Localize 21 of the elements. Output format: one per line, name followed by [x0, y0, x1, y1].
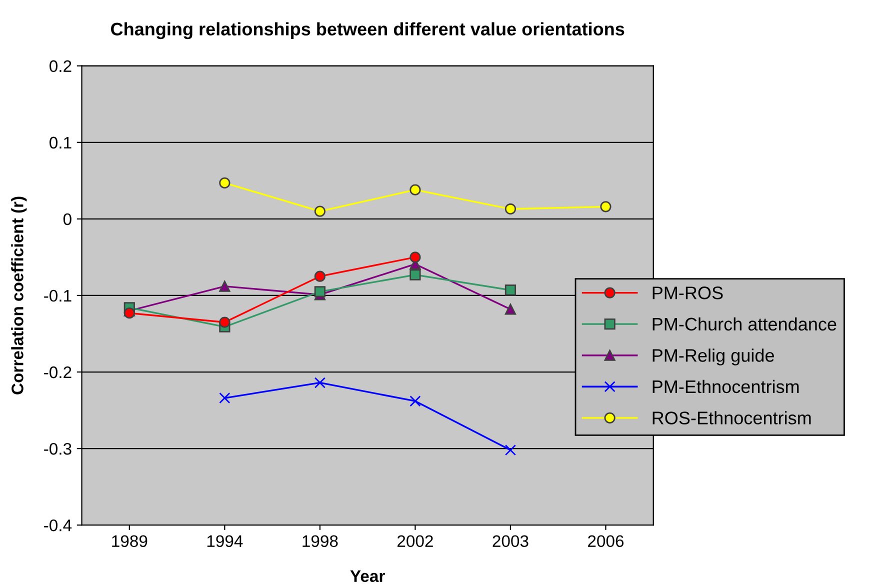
legend-label: PM-Ethnocentrism: [652, 380, 799, 394]
y-tick-label: -0.1: [44, 290, 72, 302]
y-tick-label: -0.2: [44, 366, 72, 378]
y-tick-label: 0.2: [50, 60, 72, 72]
legend-label: PM-ROS: [652, 286, 723, 300]
legend-label: PM-Church attendance: [652, 317, 836, 331]
chart-title: Changing relationships between different value orientations: [111, 22, 624, 40]
y-axis-title: Correlation coefficient (r): [11, 196, 27, 394]
legend-label: ROS-Ethnocentrism: [652, 411, 811, 424]
x-tick-label: 1994: [207, 535, 243, 548]
y-tick-label: 0: [63, 213, 72, 226]
y-tick-label: -0.3: [44, 442, 72, 455]
y-tick-label: 0.1: [50, 136, 72, 149]
x-tick-label: 2002: [398, 535, 433, 548]
y-tick-label: -0.4: [44, 519, 72, 532]
x-tick-label: 1989: [112, 535, 148, 548]
x-axis-title: Year: [350, 570, 385, 582]
legend-label: PM-Relig guide: [652, 348, 774, 366]
x-tick-label: 1998: [302, 535, 338, 548]
x-tick-label: 2003: [492, 535, 528, 548]
x-tick-label: 2006: [588, 535, 624, 548]
